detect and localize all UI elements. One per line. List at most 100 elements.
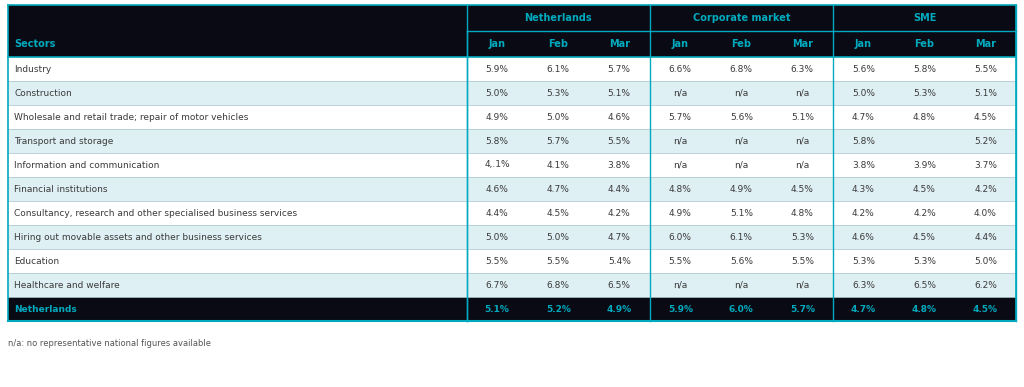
Text: n/a: no representative national figures available: n/a: no representative national figures … [8, 339, 211, 348]
Text: 5.5%: 5.5% [791, 257, 814, 265]
Text: 4.5%: 4.5% [547, 209, 569, 217]
Text: 5.6%: 5.6% [852, 65, 874, 74]
Text: Sectors: Sectors [14, 39, 55, 49]
Text: Hiring out movable assets and other business services: Hiring out movable assets and other busi… [14, 233, 262, 241]
Text: Construction: Construction [14, 89, 72, 98]
Text: 5.2%: 5.2% [974, 137, 997, 146]
Text: 5.8%: 5.8% [485, 137, 509, 146]
Text: n/a: n/a [796, 281, 810, 289]
Text: Mar: Mar [608, 39, 630, 49]
Text: 5.5%: 5.5% [974, 65, 997, 74]
Text: 5.1%: 5.1% [607, 89, 631, 98]
Text: 3.8%: 3.8% [607, 161, 631, 170]
Text: 5.5%: 5.5% [547, 257, 569, 265]
Text: Healthcare and welfare: Healthcare and welfare [14, 281, 120, 289]
Text: 5.7%: 5.7% [607, 65, 631, 74]
Text: 4.5%: 4.5% [913, 185, 936, 194]
Text: 5.7%: 5.7% [547, 137, 569, 146]
Bar [8, 249, 1016, 273]
Text: 4.8%: 4.8% [912, 305, 937, 313]
Text: 4.2%: 4.2% [608, 209, 631, 217]
Text: 5.7%: 5.7% [669, 113, 692, 122]
Text: Corporate market: Corporate market [692, 13, 791, 23]
Text: 6.8%: 6.8% [730, 65, 753, 74]
Text: 5.0%: 5.0% [485, 233, 509, 241]
Text: 5.9%: 5.9% [485, 65, 509, 74]
Text: 5.6%: 5.6% [730, 113, 753, 122]
Text: Mar: Mar [792, 39, 813, 49]
Text: 5.0%: 5.0% [547, 233, 569, 241]
Text: 4.5%: 4.5% [974, 113, 997, 122]
Text: 4.9%: 4.9% [669, 209, 692, 217]
Text: Transport and storage: Transport and storage [14, 137, 114, 146]
Text: 4.6%: 4.6% [852, 233, 874, 241]
Text: Netherlands: Netherlands [524, 13, 592, 23]
Text: Industry: Industry [14, 65, 51, 74]
Text: 6.6%: 6.6% [669, 65, 692, 74]
Text: n/a: n/a [673, 137, 687, 146]
Text: 5.8%: 5.8% [852, 137, 874, 146]
Text: Feb: Feb [731, 39, 752, 49]
Text: 5.0%: 5.0% [547, 113, 569, 122]
Text: 6.2%: 6.2% [974, 281, 997, 289]
Bar [8, 5, 1016, 31]
Text: 4,.1%: 4,.1% [484, 161, 510, 170]
Text: 4.2%: 4.2% [852, 209, 874, 217]
Text: 4.5%: 4.5% [791, 185, 814, 194]
Text: 3.7%: 3.7% [974, 161, 997, 170]
Text: 5.3%: 5.3% [913, 89, 936, 98]
Text: 4.6%: 4.6% [485, 185, 509, 194]
Text: 5.5%: 5.5% [485, 257, 509, 265]
Text: 4.4%: 4.4% [608, 185, 631, 194]
Text: Education: Education [14, 257, 59, 265]
Text: Financial institutions: Financial institutions [14, 185, 108, 194]
Text: 6.8%: 6.8% [547, 281, 569, 289]
Text: 4.8%: 4.8% [669, 185, 692, 194]
Text: 4.9%: 4.9% [606, 305, 632, 313]
Text: Mar: Mar [975, 39, 996, 49]
Text: 6.1%: 6.1% [730, 233, 753, 241]
Text: 5.2%: 5.2% [546, 305, 570, 313]
Text: 4.1%: 4.1% [547, 161, 569, 170]
Text: 5.1%: 5.1% [730, 209, 753, 217]
Text: 4.5%: 4.5% [973, 305, 998, 313]
Text: 4.9%: 4.9% [485, 113, 509, 122]
Text: 5.9%: 5.9% [668, 305, 693, 313]
Bar [8, 153, 1016, 177]
Text: 4.4%: 4.4% [485, 209, 509, 217]
Text: n/a: n/a [796, 137, 810, 146]
Text: Wholesale and retail trade; repair of motor vehicles: Wholesale and retail trade; repair of mo… [14, 113, 249, 122]
Text: Feb: Feb [548, 39, 568, 49]
Text: 5.6%: 5.6% [730, 257, 753, 265]
Text: 4.7%: 4.7% [851, 305, 876, 313]
Text: 5.3%: 5.3% [791, 233, 814, 241]
Text: 3.8%: 3.8% [852, 161, 874, 170]
Text: n/a: n/a [673, 281, 687, 289]
Text: n/a: n/a [734, 161, 749, 170]
Text: 5.0%: 5.0% [852, 89, 874, 98]
Text: Jan: Jan [488, 39, 506, 49]
Text: 4.4%: 4.4% [974, 233, 996, 241]
Text: Information and communication: Information and communication [14, 161, 160, 170]
Text: 5.1%: 5.1% [791, 113, 814, 122]
Text: 4.5%: 4.5% [913, 233, 936, 241]
Text: Consultancy, research and other specialised business services: Consultancy, research and other speciali… [14, 209, 297, 217]
Text: n/a: n/a [734, 281, 749, 289]
Text: 5.5%: 5.5% [669, 257, 692, 265]
Bar [8, 129, 1016, 153]
Text: 4.8%: 4.8% [791, 209, 814, 217]
Text: 6.7%: 6.7% [485, 281, 509, 289]
Text: 5.0%: 5.0% [974, 257, 997, 265]
Bar [8, 81, 1016, 105]
Text: Feb: Feb [914, 39, 935, 49]
Text: 6.5%: 6.5% [913, 281, 936, 289]
Bar [8, 225, 1016, 249]
Text: 6.0%: 6.0% [729, 305, 754, 313]
Bar [8, 201, 1016, 225]
Bar [8, 31, 1016, 57]
Text: 4.7%: 4.7% [547, 185, 569, 194]
Bar [8, 57, 1016, 81]
Text: 5.1%: 5.1% [974, 89, 997, 98]
Bar [8, 273, 1016, 297]
Text: Jan: Jan [855, 39, 871, 49]
